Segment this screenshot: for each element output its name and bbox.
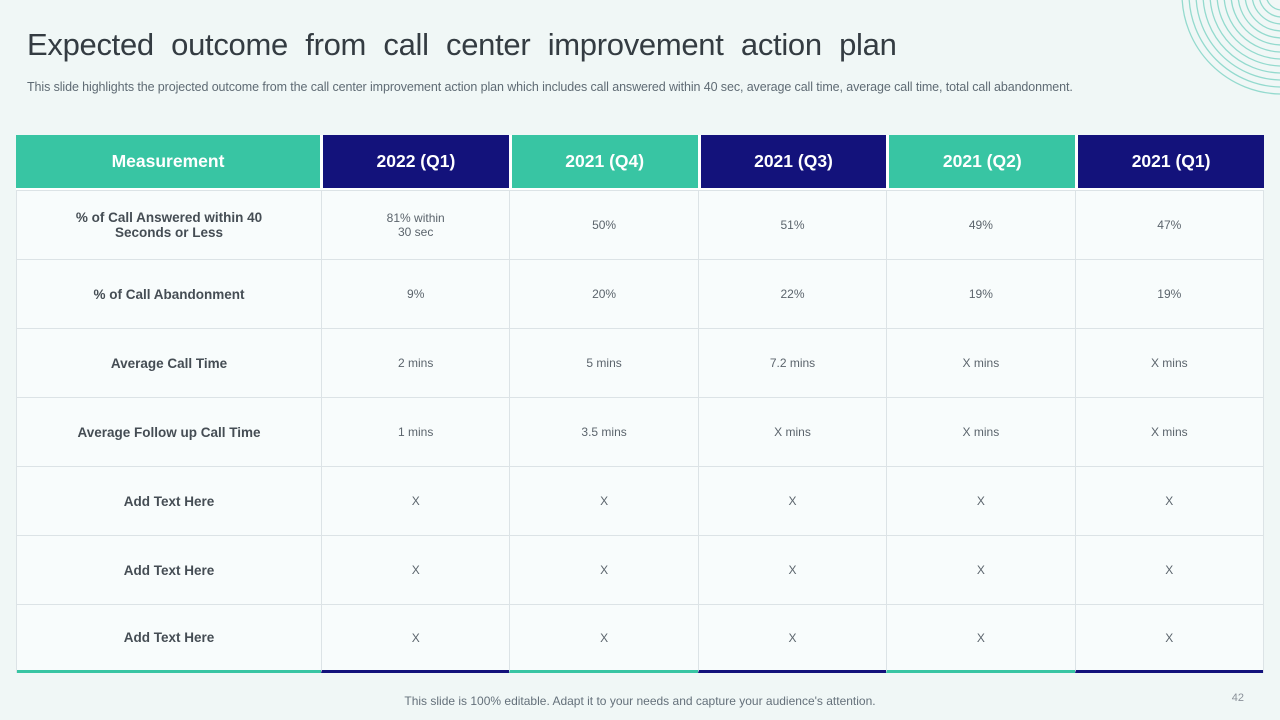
value-cell: X — [509, 535, 698, 604]
value-cell: 3.5 mins — [509, 397, 698, 466]
header-cell-measurement: Measurement — [16, 135, 320, 190]
value-cell: X mins — [697, 397, 887, 466]
row-label-cell: Add Text Here — [17, 604, 321, 673]
row-label-cell: Average Call Time — [17, 328, 321, 397]
page-number: 42 — [1231, 692, 1244, 704]
table-row: Add Text Here X X X X X — [17, 535, 1263, 604]
table-row: Average Call Time 2 mins 5 mins 7.2 mins… — [17, 328, 1263, 397]
header-cell-2021-q4: 2021 (Q4) — [508, 135, 698, 190]
value-cell: 81% within 30 sec — [321, 190, 510, 259]
row-label-cell: % of Call Answered within 40 Seconds or … — [17, 190, 321, 259]
value-cell: X — [886, 466, 1075, 535]
value-cell: 9% — [321, 259, 510, 328]
table-row: % of Call Answered within 40 Seconds or … — [17, 190, 1263, 259]
value-cell: 20% — [509, 259, 698, 328]
page-subtitle: This slide highlights the projected outc… — [27, 80, 1073, 94]
value-cell: 1 mins — [321, 397, 510, 466]
results-table: Measurement 2022 (Q1) 2021 (Q4) 2021 (Q3… — [16, 135, 1264, 673]
header-cell-2021-q3: 2021 (Q3) — [697, 135, 887, 190]
value-cell: X — [697, 604, 887, 673]
table-header-row: Measurement 2022 (Q1) 2021 (Q4) 2021 (Q3… — [16, 135, 1264, 190]
header-cell-2021-q1: 2021 (Q1) — [1075, 135, 1264, 190]
value-cell: 50% — [509, 190, 698, 259]
value-cell: X — [697, 535, 887, 604]
value-cell: X mins — [1074, 397, 1263, 466]
row-label-cell: Add Text Here — [17, 535, 321, 604]
table-row: Average Follow up Call Time 1 mins 3.5 m… — [17, 397, 1263, 466]
table-row: Add Text Here X X X X X — [17, 466, 1263, 535]
value-cell: X — [509, 604, 698, 673]
table-row: Add Text Here X X X X X — [17, 604, 1263, 673]
footer-note: This slide is 100% editable. Adapt it to… — [404, 694, 876, 708]
value-cell: X — [509, 466, 698, 535]
row-label-cell: Average Follow up Call Time — [17, 397, 321, 466]
header-cell-2021-q2: 2021 (Q2) — [886, 135, 1076, 190]
value-cell: X — [697, 466, 887, 535]
value-cell: X — [1074, 466, 1263, 535]
header-cell-2022-q1: 2022 (Q1) — [320, 135, 509, 190]
table-body: % of Call Answered within 40 Seconds or … — [16, 190, 1264, 673]
value-cell: 51% — [697, 190, 887, 259]
value-cell: X mins — [886, 397, 1075, 466]
value-cell: X — [886, 535, 1075, 604]
value-cell: 7.2 mins — [697, 328, 887, 397]
concentric-circles-icon — [1181, 0, 1280, 95]
value-cell: X — [1074, 535, 1263, 604]
row-label-cell: Add Text Here — [17, 466, 321, 535]
table-row: % of Call Abandonment 9% 20% 22% 19% 19% — [17, 259, 1263, 328]
value-cell: X — [886, 604, 1075, 673]
value-cell: 47% — [1074, 190, 1263, 259]
value-cell: 5 mins — [509, 328, 698, 397]
value-cell: X — [1074, 604, 1263, 673]
value-cell: X mins — [1074, 328, 1263, 397]
value-cell: X mins — [886, 328, 1075, 397]
value-cell: X — [321, 535, 510, 604]
value-cell: X — [321, 466, 510, 535]
value-cell: 19% — [886, 259, 1075, 328]
value-cell: X — [321, 604, 510, 673]
row-label-cell: % of Call Abandonment — [17, 259, 321, 328]
value-cell: 19% — [1074, 259, 1263, 328]
value-cell: 49% — [886, 190, 1075, 259]
value-cell: 22% — [697, 259, 887, 328]
value-cell: 2 mins — [321, 328, 510, 397]
page-title: Expected outcome from call center improv… — [27, 27, 897, 62]
